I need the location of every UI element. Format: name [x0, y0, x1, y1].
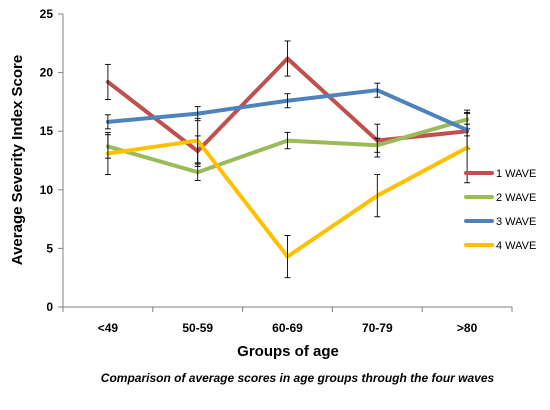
legend-label: 3 WAVE [496, 216, 536, 228]
y-tick-label: 15 [40, 124, 54, 138]
y-tick-label: 25 [40, 7, 54, 21]
x-tick-label: 70-79 [362, 321, 393, 335]
y-axis-title: Average Severity Index Score [9, 55, 26, 265]
y-tick-label: 5 [46, 241, 53, 255]
x-tick-label: >80 [457, 321, 478, 335]
legend-item: 1 WAVE [464, 168, 536, 180]
series-4 [104, 111, 471, 279]
chart-tick-labels: 0 5 10 15 20 25 <49 50-59 60-69 70-79 >80 [40, 7, 478, 335]
legend-label: 1 WAVE [496, 168, 536, 180]
legend-item: 2 WAVE [464, 192, 536, 204]
chart-caption: Comparison of average scores in age grou… [100, 371, 495, 385]
legend-label: 2 WAVE [496, 192, 536, 204]
chart-axes [58, 13, 513, 312]
legend-label: 4 WAVE [496, 240, 536, 252]
legend-item: 3 WAVE [464, 216, 536, 228]
x-tick-label: 50-59 [182, 321, 213, 335]
series-3 [104, 82, 471, 137]
chart-legend: 1 WAVE 2 WAVE 3 WAVE 4 WAVE [464, 168, 536, 252]
x-tick-label: <49 [98, 321, 119, 335]
x-tick-label: 60-69 [272, 321, 303, 335]
legend-item: 4 WAVE [464, 240, 536, 252]
y-tick-label: 0 [46, 300, 53, 314]
y-tick-label: 20 [40, 66, 54, 80]
chart-series [104, 40, 471, 279]
y-tick-label: 10 [40, 183, 54, 197]
x-axis-title: Groups of age [237, 343, 339, 360]
